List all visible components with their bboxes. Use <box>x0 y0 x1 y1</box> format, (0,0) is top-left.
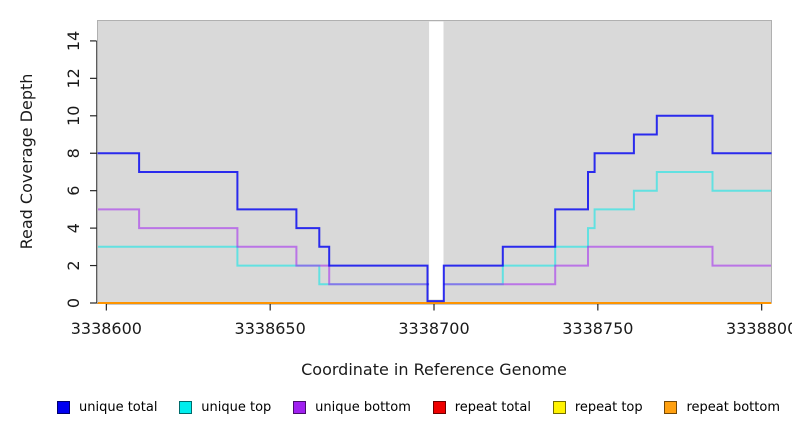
legend-swatch-icon <box>179 400 193 414</box>
legend-label: repeat bottom <box>686 399 780 415</box>
y-tick-label: 14 <box>64 31 83 51</box>
legend: unique total unique top unique bottom repea… <box>45 396 784 418</box>
legend-label: unique top <box>201 399 272 415</box>
series-line-unique-bottom <box>97 208 772 286</box>
legend-swatch-icon <box>664 400 678 414</box>
y-tick-label: 10 <box>64 106 83 126</box>
legend-label: unique total <box>79 399 158 415</box>
legend-label: repeat top <box>574 399 643 415</box>
y-tick-label: 2 <box>64 260 83 270</box>
series-line-unique-top <box>97 171 772 286</box>
legend-label: repeat total <box>454 399 531 415</box>
y-tick-label: 8 <box>64 148 83 158</box>
x-tick-label: 3338800 <box>726 319 792 338</box>
legend-item-repeat-total: repeat total <box>432 399 531 415</box>
missing-data-gap <box>429 21 444 300</box>
legend-swatch-icon <box>432 400 446 414</box>
legend-label: unique bottom <box>315 399 411 415</box>
plot-layer: 3338600 3338650 3338700 3338750 3338800 0 2 4 6 8… <box>64 20 792 338</box>
x-tick-label: 3338600 <box>71 319 142 338</box>
legend-swatch-icon <box>293 400 307 414</box>
x-tick-label: 3338700 <box>398 319 469 338</box>
legend-item-repeat-top: repeat top <box>552 399 643 415</box>
legend-swatch-icon <box>552 400 566 414</box>
legend-item-unique-top: unique top <box>179 399 272 415</box>
y-tick-label: 6 <box>64 186 83 196</box>
legend-swatch-icon <box>57 400 70 414</box>
legend-item-repeat-bottom: repeat bottom <box>664 399 780 415</box>
legend-item-unique-total: unique total <box>57 399 158 415</box>
y-tick-label: 4 <box>64 223 83 233</box>
x-tick-label: 3338750 <box>562 319 633 338</box>
y-tick-label: 12 <box>64 68 83 88</box>
plot-border <box>97 20 772 303</box>
legend-item-unique-bottom: unique bottom <box>293 399 411 415</box>
x-tick-label: 3338650 <box>235 319 306 338</box>
series-line-unique-total <box>97 114 772 303</box>
y-axis-title: Read Coverage Depth <box>17 74 36 250</box>
y-tick-label: 0 <box>64 298 83 308</box>
x-axis-title: Coordinate in Reference Genome <box>301 360 567 379</box>
